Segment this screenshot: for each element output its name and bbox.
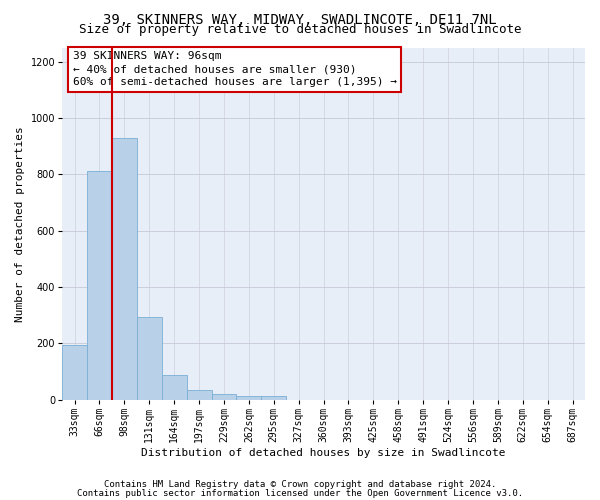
Bar (262, 396, 286, 400)
Y-axis label: Number of detached properties: Number of detached properties (15, 126, 25, 322)
Text: 39 SKINNERS WAY: 96sqm
← 40% of detached houses are smaller (930)
60% of semi-de: 39 SKINNERS WAY: 96sqm ← 40% of detached… (73, 51, 397, 88)
Text: Contains HM Land Registry data © Crown copyright and database right 2024.: Contains HM Land Registry data © Crown c… (104, 480, 496, 489)
Bar (187, 390, 212, 400)
Text: 39, SKINNERS WAY, MIDWAY, SWADLINCOTE, DE11 7NL: 39, SKINNERS WAY, MIDWAY, SWADLINCOTE, D… (103, 12, 497, 26)
Bar (137, 316, 162, 400)
Text: Contains public sector information licensed under the Open Government Licence v3: Contains public sector information licen… (77, 488, 523, 498)
Bar (162, 375, 187, 400)
Bar (212, 394, 236, 400)
Bar (87, 172, 112, 400)
Bar (112, 138, 137, 400)
Text: Size of property relative to detached houses in Swadlincote: Size of property relative to detached ho… (79, 22, 521, 36)
X-axis label: Distribution of detached houses by size in Swadlincote: Distribution of detached houses by size … (142, 448, 506, 458)
Bar (62, 345, 87, 400)
Bar (236, 396, 262, 400)
